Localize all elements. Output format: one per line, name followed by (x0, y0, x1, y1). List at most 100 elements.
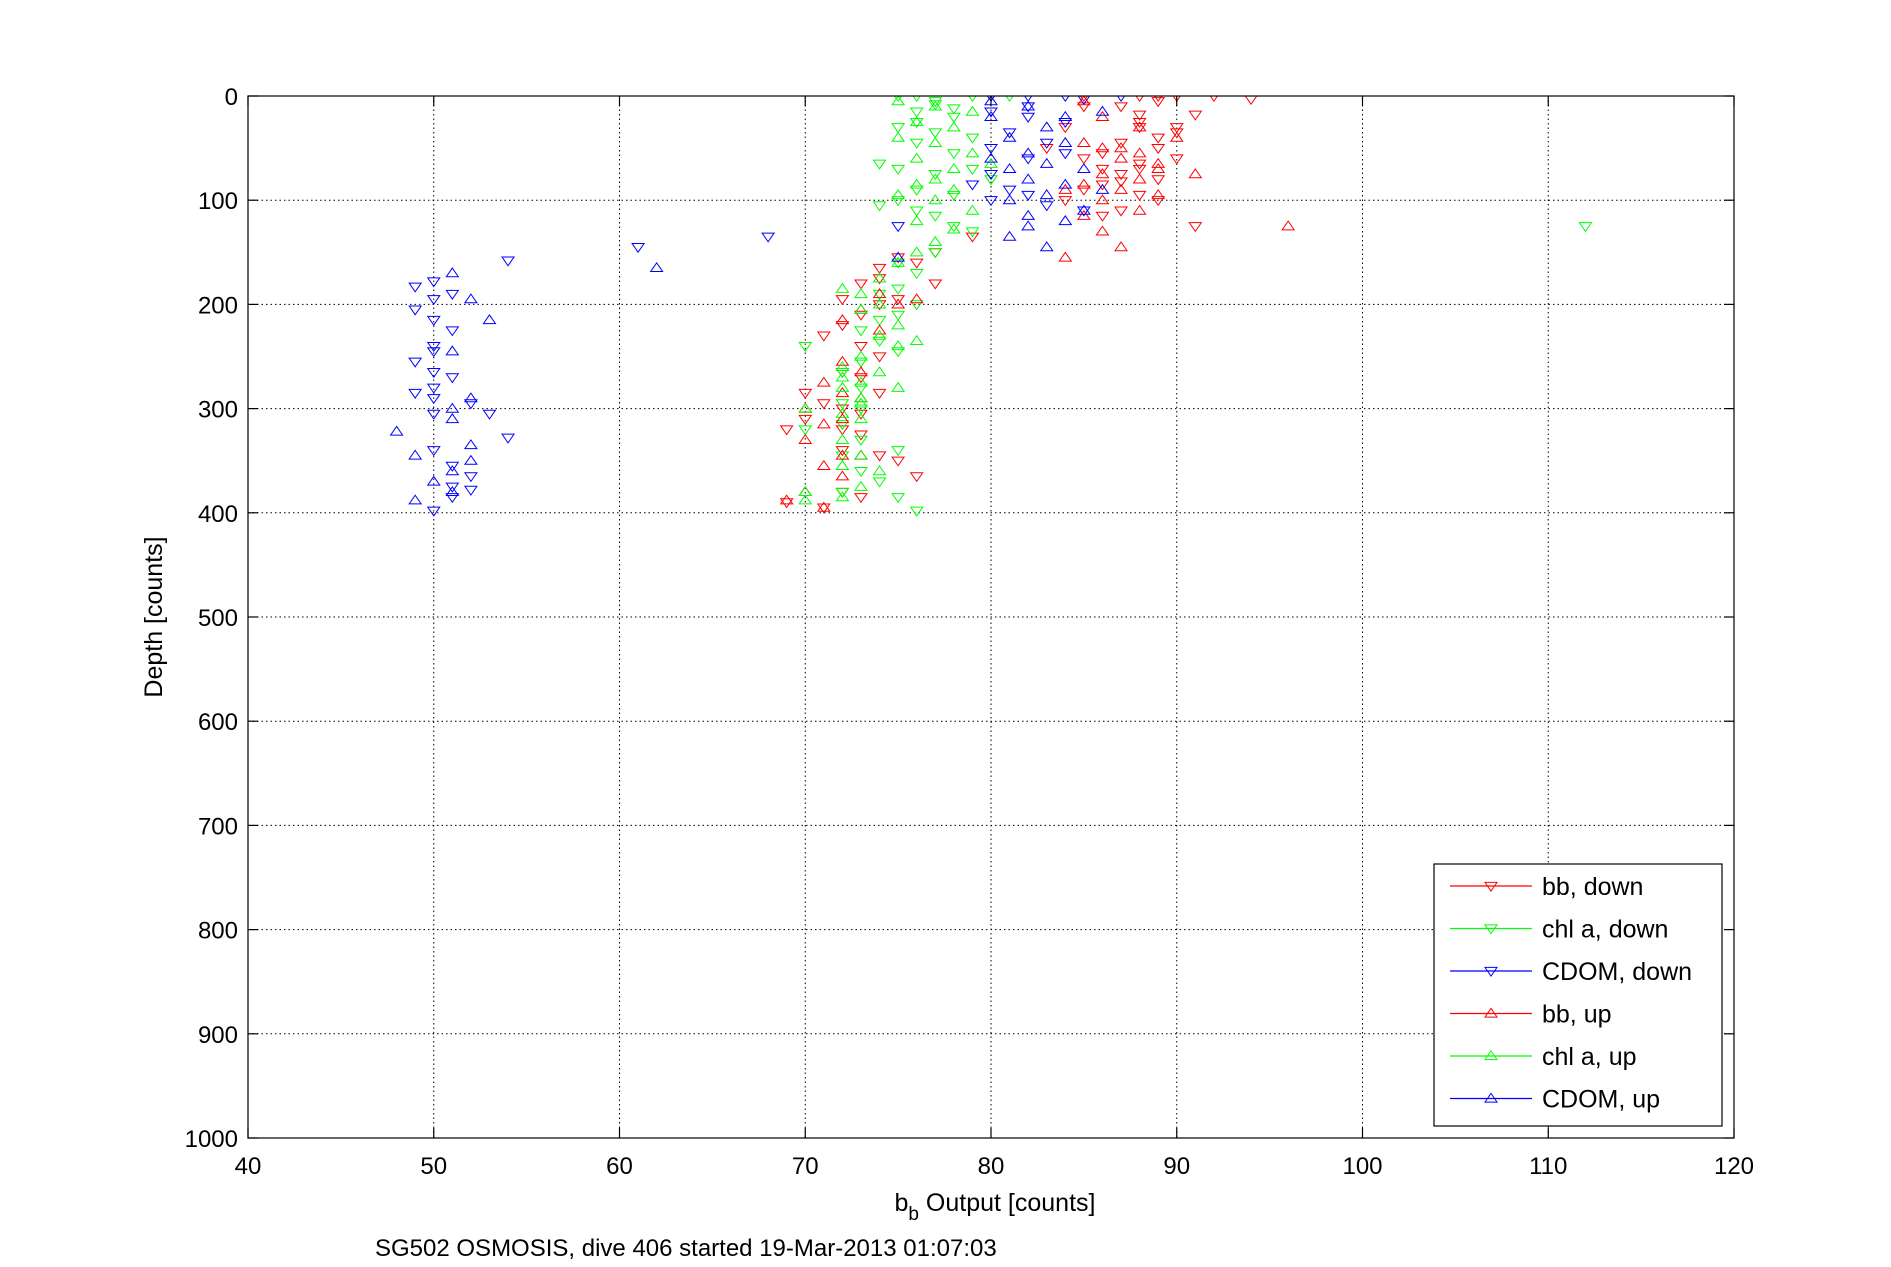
data-point (1151, 144, 1166, 155)
legend-entry: CDOM, down (1450, 958, 1692, 986)
data-point (1021, 102, 1036, 113)
data-point (1188, 168, 1203, 179)
x-tick-label: 100 (1342, 1153, 1382, 1180)
data-point (928, 248, 943, 259)
legend-entry: bb, down (1450, 873, 1643, 901)
data-point (909, 178, 924, 189)
data-point (1021, 220, 1036, 231)
data-point (1151, 97, 1166, 108)
data-point (426, 506, 441, 517)
data-point (946, 222, 961, 233)
data-point (1151, 162, 1166, 174)
data-point (1058, 196, 1073, 207)
data-point (965, 204, 980, 215)
data-point (984, 196, 998, 207)
data-point (1076, 102, 1091, 113)
data-point (1076, 96, 1091, 106)
axis-ticks: 40 50 60 70 80 90 100 110 120 0 100 200 300 400 500 600… (185, 84, 1754, 1180)
data-point (854, 279, 868, 290)
data-point (946, 223, 961, 234)
data-point (426, 295, 441, 306)
legend-label: chl a, down (1542, 916, 1668, 944)
data-point (445, 289, 460, 300)
data-point (946, 149, 961, 160)
data-point (872, 300, 887, 311)
data-point (426, 341, 441, 353)
data-point (1095, 105, 1110, 116)
data-point (1114, 206, 1128, 217)
data-point (1039, 144, 1054, 155)
data-point (1058, 251, 1073, 262)
data-point (854, 409, 868, 420)
data-point (1039, 121, 1054, 132)
data-point (891, 123, 906, 134)
data-point (928, 173, 943, 184)
data-point (779, 498, 794, 509)
y-tick-label: 300 (198, 397, 238, 424)
data-point (1114, 138, 1128, 149)
data-point (891, 381, 906, 392)
x-tick-label: 60 (606, 1153, 633, 1180)
x-tick-label: 120 (1714, 1153, 1754, 1180)
data-point (1058, 117, 1073, 129)
legend-entry: chl a, up (1450, 1043, 1637, 1071)
data-point (1095, 110, 1110, 121)
data-point (1114, 177, 1128, 188)
data-point (909, 152, 924, 163)
data-point (1209, 96, 1219, 102)
data-point (854, 392, 868, 403)
data-point (835, 433, 850, 444)
data-point (779, 425, 794, 436)
data-point (854, 373, 868, 384)
y-tick-label: 600 (198, 709, 238, 736)
data-point (501, 433, 516, 444)
data-point (909, 117, 924, 129)
data-point (854, 341, 868, 353)
y-tick-label: 500 (198, 605, 238, 632)
data-point (1076, 162, 1091, 174)
data-point (1076, 154, 1091, 165)
data-point (463, 485, 478, 496)
data-point (1058, 149, 1073, 160)
data-point (872, 324, 887, 335)
data-point (1132, 164, 1147, 175)
x-axis-label-rest: Output [counts] (919, 1189, 1096, 1217)
data-point (1114, 170, 1128, 181)
data-point (854, 310, 868, 321)
data-point (631, 242, 646, 254)
data-point (426, 383, 441, 394)
data-point (1076, 185, 1091, 196)
data-point (1076, 206, 1091, 217)
data-point (854, 435, 868, 446)
data-point (835, 459, 850, 471)
data-point (891, 310, 906, 321)
data-point (816, 376, 831, 387)
data-point (798, 388, 813, 399)
legend-marker (1484, 924, 1498, 935)
x-axis-label-main: b (895, 1189, 909, 1217)
data-point (426, 475, 441, 486)
data-point (1116, 96, 1126, 102)
data-point (984, 170, 998, 181)
series-chl-a-down (798, 96, 1593, 517)
data-point (854, 383, 868, 394)
legend-label: CDOM, up (1542, 1086, 1660, 1114)
data-point (426, 446, 441, 457)
data-point (1058, 136, 1073, 147)
data-point (445, 402, 460, 413)
data-point (1095, 168, 1110, 179)
data-point (872, 289, 887, 300)
data-point (761, 232, 776, 243)
data-point (928, 128, 943, 139)
data-point (798, 414, 813, 426)
data-point (872, 465, 887, 476)
legend-marker (1484, 1092, 1498, 1103)
data-point (1021, 190, 1036, 201)
data-point (798, 433, 813, 444)
data-point (1002, 128, 1017, 139)
data-point (1002, 230, 1017, 241)
data-point (872, 388, 887, 399)
data-point (1002, 162, 1017, 174)
legend-marker (1484, 881, 1498, 892)
